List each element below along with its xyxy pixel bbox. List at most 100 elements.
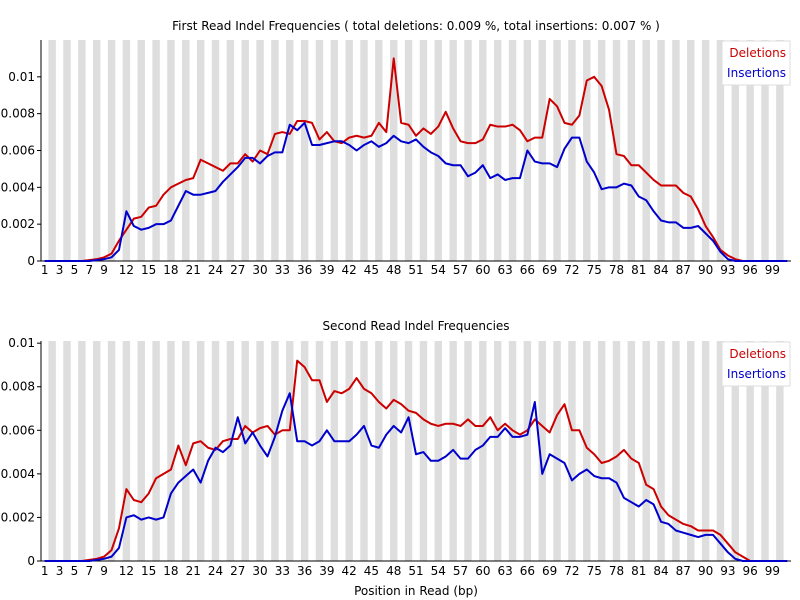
grid-band — [583, 40, 591, 261]
legend-box — [721, 40, 791, 86]
grid-band — [761, 341, 769, 561]
grid-band — [63, 40, 71, 261]
y-tick-label: 0.004 — [1, 180, 35, 194]
x-tick-label: 87 — [676, 263, 691, 277]
chart-title: Second Read Indel Frequencies — [322, 319, 509, 333]
grid-band — [657, 40, 665, 261]
chart-title: First Read Indel Frequencies ( total del… — [172, 19, 660, 33]
x-tick-label: 51 — [408, 263, 423, 277]
x-tick-label: 75 — [587, 564, 602, 578]
x-tick-label: 81 — [631, 263, 646, 277]
x-tick-label: 66 — [520, 564, 535, 578]
x-tick-label: 27 — [230, 263, 245, 277]
x-tick-label: 33 — [275, 564, 290, 578]
grid-band — [701, 341, 710, 561]
series-line-deletions — [44, 57, 788, 262]
grid-band — [78, 341, 86, 561]
grid-band — [716, 341, 725, 561]
grid-band — [493, 341, 502, 561]
x-tick-label: 7 — [85, 564, 93, 578]
x-tick-label: 96 — [743, 564, 758, 578]
y-tick-label: 0.006 — [1, 144, 35, 158]
grid-band — [449, 40, 457, 261]
series-line-insertions — [44, 121, 788, 262]
x-tick-label: 66 — [520, 263, 535, 277]
grid-band — [48, 341, 56, 561]
grid-band — [642, 40, 650, 261]
x-tick-label: 36 — [297, 564, 312, 578]
x-tick-label: 78 — [609, 263, 624, 277]
grid-band — [375, 40, 383, 261]
x-tick-label: 24 — [208, 564, 223, 578]
grid-band — [211, 40, 220, 261]
grid-band — [672, 40, 680, 261]
grid-band — [241, 341, 249, 561]
x-tick-label: 36 — [297, 263, 312, 277]
x-tick-label: 84 — [653, 263, 668, 277]
grid-band — [360, 341, 368, 561]
grid-band — [300, 40, 309, 261]
grid-band — [226, 341, 235, 561]
grid-band — [137, 40, 145, 261]
x-tick-label: 12 — [119, 564, 134, 578]
x-tick-label: 42 — [342, 263, 357, 277]
y-tick-label: 0.004 — [1, 467, 35, 481]
x-tick-label: 63 — [497, 564, 512, 578]
grid-band — [78, 40, 86, 261]
grid-band — [479, 341, 487, 561]
y-tick-label: 0.008 — [1, 380, 35, 394]
grid-band — [182, 40, 190, 261]
x-tick-label: 72 — [564, 263, 579, 277]
grid-band — [300, 341, 309, 561]
grid-band — [687, 40, 695, 261]
grid-band — [330, 40, 339, 261]
grid-band — [211, 341, 220, 561]
x-tick-label: 45 — [364, 263, 379, 277]
grid-band — [642, 341, 650, 561]
grid-band — [226, 40, 235, 261]
grid-band — [196, 341, 205, 561]
grid-band — [597, 341, 606, 561]
grid-band — [360, 40, 368, 261]
grid-band — [315, 341, 324, 561]
grid-band — [419, 341, 428, 561]
x-tick-label: 18 — [163, 263, 178, 277]
grid-band — [731, 341, 740, 561]
grid-band — [508, 341, 517, 561]
x-tick-label: 90 — [698, 263, 713, 277]
grid-band — [627, 40, 636, 261]
grid-band — [538, 341, 546, 561]
grid-band — [92, 341, 101, 561]
grid-band — [746, 341, 754, 561]
grid-band — [271, 40, 279, 261]
grid-band — [687, 341, 695, 561]
series-line-deletions — [44, 359, 788, 562]
grid-band — [137, 341, 145, 561]
grid-band — [731, 40, 740, 261]
x-tick-label: 9 — [100, 564, 108, 578]
grid-band — [627, 341, 636, 561]
x-tick-label: 5 — [71, 263, 79, 277]
grid-band — [523, 341, 532, 561]
y-tick-label: 0.002 — [1, 217, 35, 231]
x-tick-label: 15 — [141, 263, 156, 277]
x-tick-label: 72 — [564, 564, 579, 578]
grid-band — [538, 40, 546, 261]
grid-band — [122, 40, 131, 261]
grid-band — [776, 341, 784, 561]
grid-band — [493, 40, 502, 261]
grid-band — [746, 40, 754, 261]
grid-band — [404, 40, 413, 261]
x-tick-label: 3 — [56, 564, 64, 578]
grid-band — [404, 341, 413, 561]
grid-band — [568, 40, 576, 261]
x-tick-label: 45 — [364, 564, 379, 578]
x-tick-label: 9 — [100, 263, 108, 277]
x-tick-label: 18 — [163, 564, 178, 578]
x-tick-label: 69 — [542, 564, 557, 578]
x-tick-label: 54 — [431, 564, 446, 578]
x-tick-label: 42 — [342, 564, 357, 578]
x-tick-label: 87 — [676, 564, 691, 578]
x-tick-label: 84 — [653, 564, 668, 578]
x-tick-label: 5 — [71, 564, 79, 578]
